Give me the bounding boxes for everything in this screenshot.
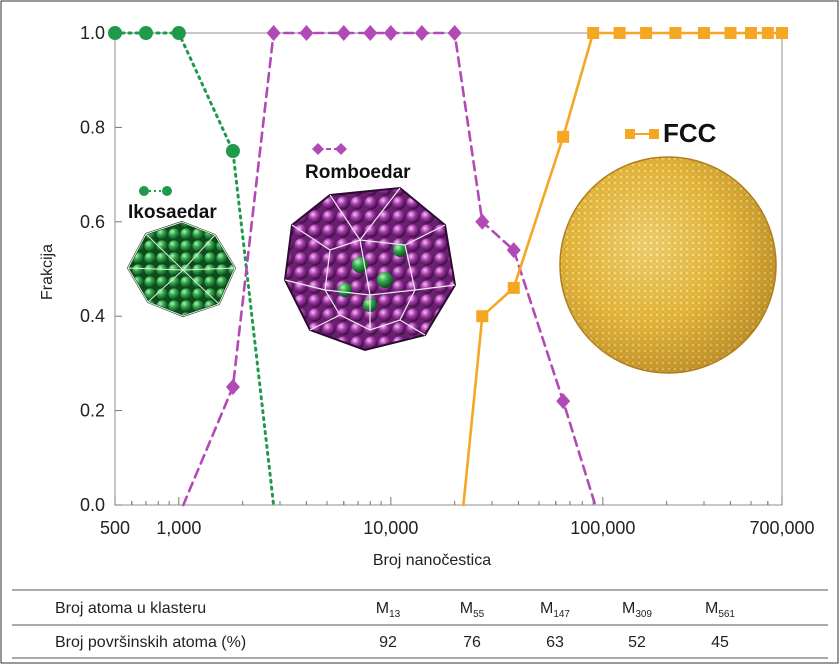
table-cell: M55	[460, 600, 485, 620]
illustrations-layer	[126, 156, 777, 374]
table-row-label: Broj površinskih atoma (%)	[55, 634, 246, 651]
table-row-label: Broj atoma u klasteru	[55, 600, 206, 617]
label-ikosaedar: Ikosaedar	[128, 202, 217, 223]
data-point	[225, 379, 240, 395]
series-romboedar	[182, 25, 597, 507]
data-point	[761, 27, 774, 39]
data-point	[613, 27, 626, 39]
y-axis-label: Frakcija	[39, 244, 56, 300]
legend-glyph-fcc	[625, 129, 659, 139]
data-point	[171, 26, 186, 40]
x-tick-label: 100,000	[570, 518, 635, 538]
x-tick-label: 10,000	[363, 518, 418, 538]
y-tick-label: 0.2	[80, 401, 105, 421]
data-point	[225, 144, 240, 158]
romboedar-cluster-illustration	[283, 186, 457, 352]
data-point	[363, 25, 378, 41]
data-point	[383, 25, 398, 41]
data-point	[336, 25, 351, 41]
data-point	[476, 310, 489, 323]
data-point	[507, 281, 520, 294]
data-point	[138, 26, 153, 40]
legend-glyph-ikosaedar	[139, 186, 172, 196]
data-point	[108, 26, 122, 40]
ikosaedar-cluster-illustration	[126, 220, 237, 318]
ticks-layer: 0.0 0.2 0.4 0.6 0.8 1.0 500 1,000 10,000 100,000 7…	[80, 23, 815, 538]
x-tick-label: 500	[100, 518, 130, 538]
table-cell: M147	[540, 600, 570, 620]
data-point	[414, 25, 429, 41]
data-point	[697, 27, 710, 39]
label-romboedar: Romboedar	[305, 162, 411, 183]
y-tick-label: 0.0	[80, 495, 105, 515]
table-cell: 76	[463, 634, 481, 651]
data-point	[506, 242, 521, 259]
legend-glyph-romboedar	[312, 143, 347, 155]
label-fcc: FCC	[663, 118, 717, 148]
data-point	[447, 25, 462, 41]
data-table: Broj atoma u klasteru M13 M55 M147 M309 M561 B…	[12, 589, 828, 659]
fcc-sphere-illustration	[559, 156, 777, 374]
x-tick-label: 700,000	[749, 518, 814, 538]
x-axis-label: Broj nanočestica	[373, 552, 491, 569]
data-point	[724, 27, 737, 39]
y-tick-label: 0.6	[80, 212, 105, 232]
series-ikosaedar	[108, 26, 276, 507]
data-point	[776, 27, 788, 39]
table-cell: 92	[379, 634, 397, 651]
data-point	[640, 27, 653, 39]
data-point	[745, 27, 758, 39]
series-fcc	[462, 27, 788, 507]
table-cell: M13	[376, 600, 401, 620]
table-cell: M561	[705, 600, 735, 620]
data-point	[475, 213, 490, 230]
data-point	[266, 25, 281, 41]
table-cell: M309	[622, 600, 652, 620]
data-point	[587, 27, 600, 39]
table-cell: 45	[711, 634, 729, 651]
y-tick-label: 1.0	[80, 23, 105, 43]
data-point	[556, 393, 571, 410]
x-tick-label: 1,000	[156, 518, 201, 538]
y-tick-label: 0.8	[80, 117, 105, 137]
y-tick-label: 0.4	[80, 306, 105, 326]
data-point	[299, 25, 314, 41]
table-cell: 63	[546, 634, 564, 651]
data-point	[557, 130, 570, 143]
data-point	[669, 27, 682, 39]
table-cell: 52	[628, 634, 646, 651]
series-layer	[108, 25, 788, 507]
